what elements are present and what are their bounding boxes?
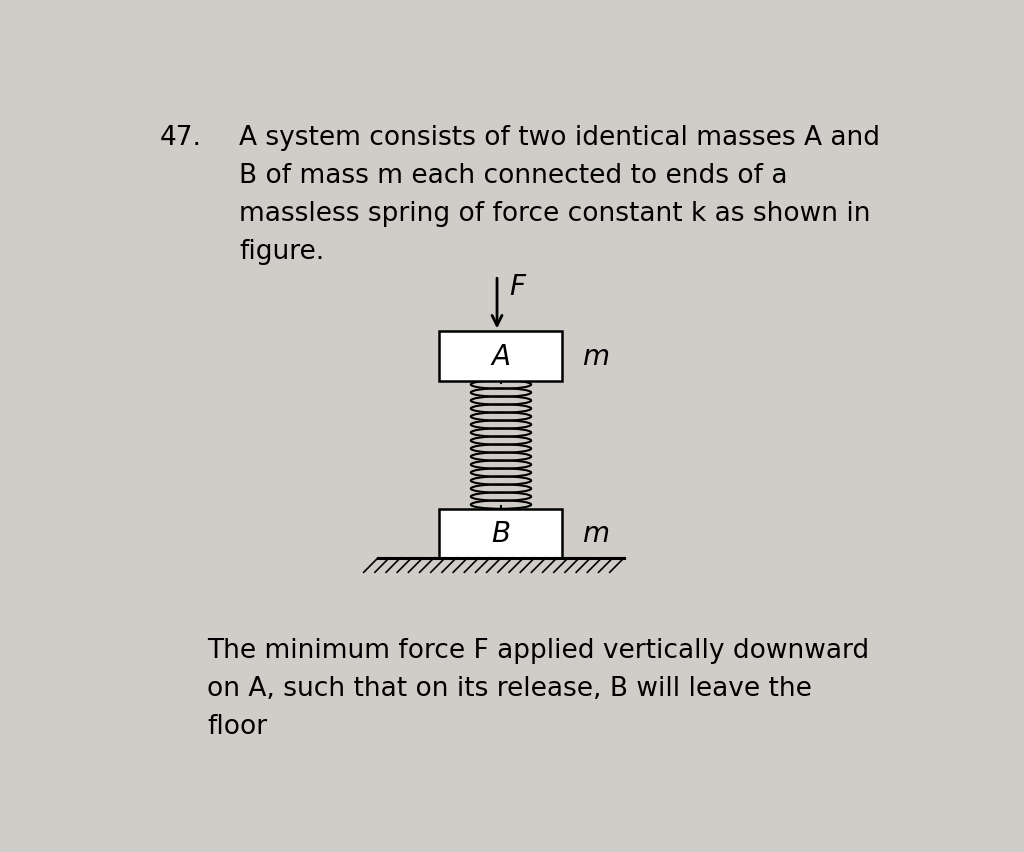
Text: B: B	[492, 520, 511, 548]
Text: m: m	[583, 520, 609, 548]
Text: A system consists of two identical masses A and
B of mass m each connected to en: A system consists of two identical masse…	[240, 125, 880, 265]
Text: 47.: 47.	[160, 125, 202, 151]
Bar	[439, 332, 562, 381]
Text: The minimum force F applied vertically downward
on A, such that on its release, : The minimum force F applied vertically d…	[207, 637, 869, 739]
Text: A: A	[492, 343, 511, 371]
Text: F: F	[509, 273, 525, 301]
Bar	[439, 509, 562, 558]
Text: m: m	[583, 343, 609, 371]
